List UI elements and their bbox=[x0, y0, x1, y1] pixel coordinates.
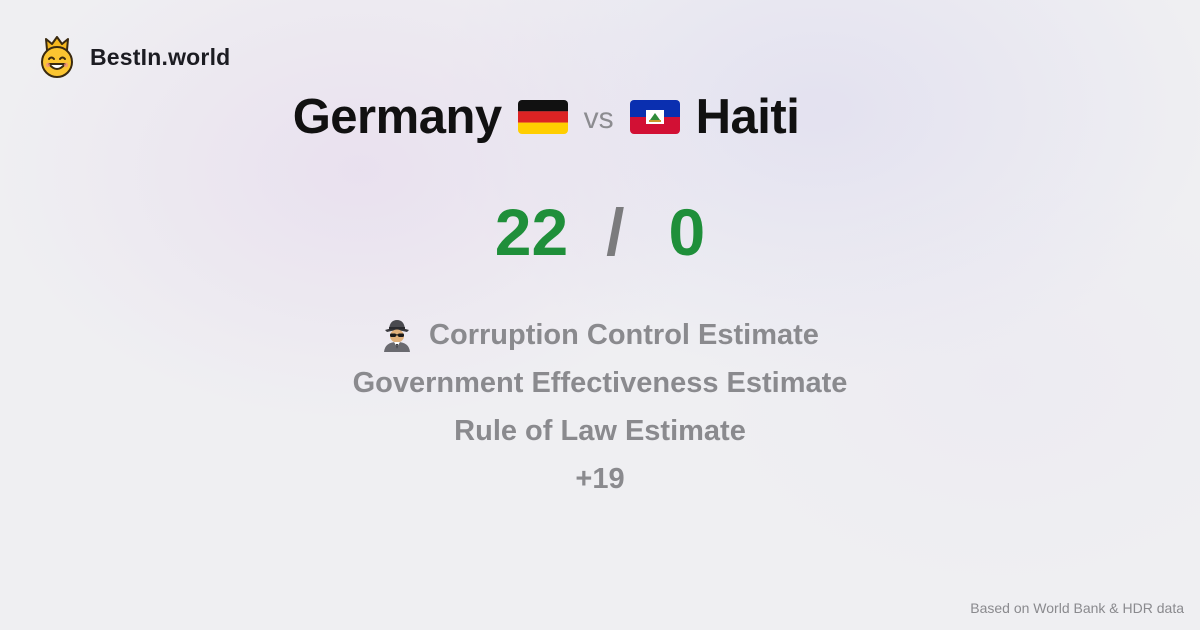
vs-label: vs bbox=[583, 102, 614, 135]
detective-icon bbox=[384, 320, 411, 352]
germany-flag-icon bbox=[517, 100, 568, 134]
brand-name: BestIn.world bbox=[90, 43, 231, 70]
score-separator: / bbox=[606, 195, 625, 269]
score-country-b: 0 bbox=[668, 195, 706, 269]
haiti-flag-icon bbox=[629, 100, 680, 134]
crowned-smiley-icon bbox=[41, 36, 73, 78]
metric-item: Government Effectiveness Estimate bbox=[353, 359, 848, 407]
metric-list: Corruption Control Estimate Government E… bbox=[0, 311, 1200, 503]
metric-label: +19 bbox=[575, 463, 625, 495]
metric-label: Rule of Law Estimate bbox=[454, 415, 746, 447]
brand[interactable]: BestIn.world bbox=[38, 36, 230, 78]
score: 22 / 0 bbox=[0, 195, 1200, 269]
country-b-name: Haiti bbox=[695, 90, 800, 144]
metric-item: Rule of Law Estimate bbox=[454, 407, 746, 455]
metric-label: Corruption Control Estimate bbox=[429, 319, 819, 351]
metric-more-count: +19 bbox=[575, 455, 624, 503]
country-a-name: Germany bbox=[292, 90, 502, 144]
metric-label: Government Effectiveness Estimate bbox=[352, 367, 848, 399]
score-country-a: 22 bbox=[494, 195, 569, 269]
source-note: Based on World Bank & HDR data bbox=[970, 600, 1184, 616]
metric-item: Corruption Control Estimate bbox=[381, 311, 819, 359]
comparison-title: Germany vs Haiti bbox=[0, 88, 1092, 146]
